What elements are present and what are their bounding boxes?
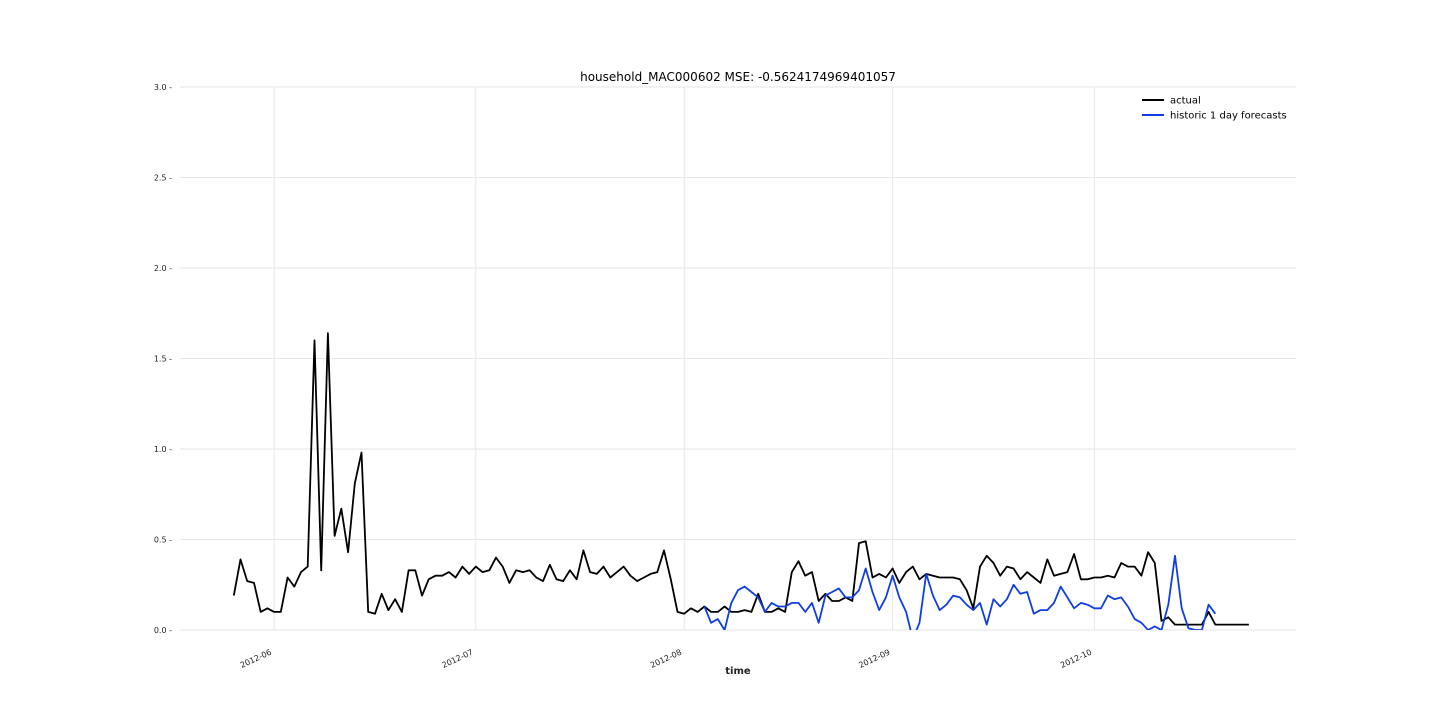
series-line-0 (232, 332, 1249, 626)
x-tick-label: 2012-08 (649, 648, 683, 670)
y-tick-label: 0.0 - (154, 626, 172, 635)
y-tick-label: 1.0 - (154, 445, 172, 454)
y-axis: 0.0 - 0.5 - 1.0 - 1.5 - 2.0 - 2.5 - 3.0 - (154, 83, 172, 635)
x-tick-label: 2012-10 (1059, 648, 1093, 670)
y-tick-label: 2.5 - (154, 174, 172, 183)
x-axis-label: time (725, 666, 751, 677)
x-axis: 2012-06 2012-07 2012-08 2012-09 2012-10 (239, 648, 1093, 670)
y-tick-label: 1.5 - (154, 355, 172, 364)
legend-label: historic 1 day forecasts (1170, 111, 1287, 122)
x-tick-label: 2012-07 (441, 648, 475, 670)
legend: actual historic 1 day forecasts (1142, 96, 1287, 122)
y-tick-label: 2.0 - (154, 264, 172, 273)
series-lines (232, 332, 1249, 630)
x-tick-label: 2012-09 (857, 648, 891, 670)
chart-title: household_MAC000602 MSE: -0.562417496940… (580, 70, 896, 84)
x-tick-label: 2012-06 (239, 648, 273, 670)
series-line-1 (703, 554, 1217, 630)
y-tick-label: 0.5 - (154, 536, 172, 545)
legend-label: actual (1170, 96, 1201, 107)
y-tick-label: 3.0 - (154, 83, 172, 92)
